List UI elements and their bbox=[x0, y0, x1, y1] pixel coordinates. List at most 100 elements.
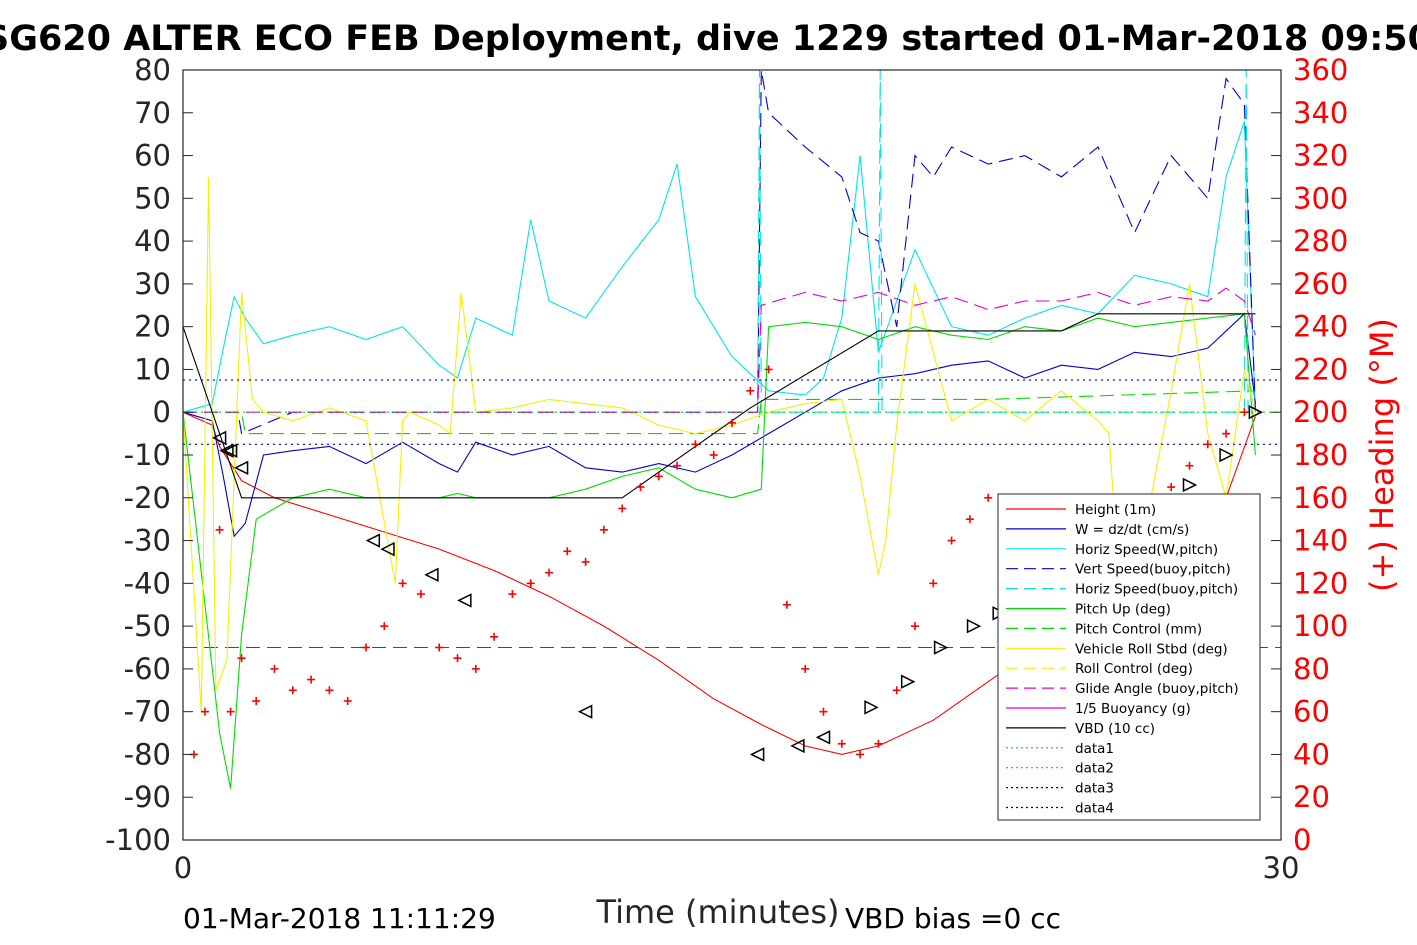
left-tick-label: 60 bbox=[134, 139, 171, 173]
depth-marker bbox=[222, 443, 238, 458]
x-axis-label: Time (minutes) bbox=[596, 893, 840, 931]
depth-marker bbox=[790, 738, 805, 754]
right-tick-label: 280 bbox=[1293, 224, 1348, 258]
legend-label: Height (1m) bbox=[1075, 502, 1156, 518]
left-tick-label: -90 bbox=[124, 780, 171, 814]
right-tick-label: 360 bbox=[1293, 53, 1348, 87]
legend-label: Horiz Speed(buoy,pitch) bbox=[1075, 582, 1238, 598]
heading-point bbox=[362, 643, 370, 652]
heading-point bbox=[1185, 461, 1194, 470]
right-tick-label: 180 bbox=[1293, 438, 1348, 472]
right-tick-label: 240 bbox=[1293, 310, 1348, 344]
footer-vbd-bias: VBD bias =0 cc bbox=[845, 902, 1061, 935]
series-vehicle-roll-stbd-deg bbox=[182, 176, 1256, 712]
heading-point bbox=[215, 525, 224, 534]
right-tick-label: 120 bbox=[1293, 566, 1348, 600]
heading-point bbox=[1240, 408, 1249, 417]
right-tick-label: 60 bbox=[1293, 695, 1330, 729]
legend-label: 1/5 Buoyancy (g) bbox=[1075, 701, 1191, 717]
legend-label: data1 bbox=[1075, 741, 1114, 757]
heading-point bbox=[252, 696, 261, 705]
right-tick-label: 260 bbox=[1293, 267, 1348, 301]
heading-point bbox=[380, 622, 389, 631]
left-tick-label: -100 bbox=[105, 823, 171, 857]
legend-entry-pitch-control-mm: Pitch Control (mm) bbox=[1006, 621, 1202, 637]
series-pitch-control-mm bbox=[183, 390, 1256, 435]
heading-point bbox=[618, 504, 627, 513]
legend-entry-vbd-10-cc: VBD (10 cc) bbox=[1006, 721, 1155, 737]
heading-point bbox=[709, 451, 718, 459]
left-tick-label: 30 bbox=[134, 267, 171, 301]
legend-label: Horiz Speed(W,pitch) bbox=[1075, 542, 1218, 558]
heading-point bbox=[673, 461, 682, 470]
right-tick-label: 100 bbox=[1293, 609, 1348, 643]
right-tick-label: 20 bbox=[1293, 780, 1330, 814]
legend-entry-glide-angle-buoy-pitch: Glide Angle (buoy,pitch) bbox=[1006, 681, 1239, 697]
heading-point bbox=[856, 750, 865, 759]
legend-label: Glide Angle (buoy,pitch) bbox=[1075, 681, 1239, 697]
legend-label: Pitch Control (mm) bbox=[1075, 621, 1202, 637]
heading-point bbox=[435, 643, 444, 652]
depth-marker bbox=[933, 640, 949, 655]
heading-point bbox=[288, 686, 297, 695]
x-axis-ticks: 0 30 bbox=[174, 830, 1300, 885]
heading-point bbox=[270, 664, 279, 673]
left-tick-label: -40 bbox=[124, 566, 171, 600]
left-axis-ticks: 80 70 60 50 40 30 20 10 0 -10 -20 -30 -40 -50 -60 -70 -8… bbox=[105, 53, 193, 857]
heading-point bbox=[343, 696, 352, 705]
legend-entry-w-dz-dt-cm-s: W = dz/dt (cm/s) bbox=[1006, 522, 1189, 538]
right-tick-label: 80 bbox=[1293, 652, 1330, 686]
depth-marker bbox=[211, 430, 227, 446]
depth-marker bbox=[1219, 447, 1234, 463]
heading-point bbox=[874, 739, 883, 748]
heading-point bbox=[782, 600, 791, 609]
left-tick-label: 10 bbox=[134, 352, 171, 386]
left-tick-label: -10 bbox=[124, 438, 171, 472]
heading-point bbox=[237, 654, 246, 663]
legend-entry-data1: data1 bbox=[1006, 741, 1114, 757]
depth-marker bbox=[749, 747, 765, 762]
legend-label: data4 bbox=[1075, 801, 1114, 817]
heading-point bbox=[801, 664, 810, 673]
heading-point bbox=[691, 440, 700, 449]
legend-entry-data4: data4 bbox=[1006, 801, 1114, 817]
depth-marker bbox=[1248, 405, 1264, 420]
x-tick-label: 30 bbox=[1263, 851, 1300, 885]
heading-point bbox=[545, 568, 553, 577]
left-tick-label: 70 bbox=[134, 96, 171, 130]
heading-point bbox=[325, 686, 334, 695]
depth-marker bbox=[864, 700, 879, 715]
heading-point bbox=[819, 707, 828, 716]
legend-entry-1-5-buoyancy-g: 1/5 Buoyancy (g) bbox=[1006, 701, 1191, 717]
depth-marker bbox=[966, 618, 982, 634]
heading-point bbox=[947, 536, 956, 545]
legend-label: Vert Speed(buoy,pitch) bbox=[1075, 562, 1231, 578]
left-tick-label: 40 bbox=[134, 224, 171, 258]
depth-marker bbox=[815, 730, 831, 745]
heading-point bbox=[654, 472, 663, 481]
x-tick-label: 0 bbox=[174, 851, 192, 885]
depth-marker bbox=[900, 674, 916, 689]
heading-point bbox=[416, 590, 425, 599]
legend-entry-data3: data3 bbox=[1006, 781, 1114, 797]
depth-marker bbox=[365, 533, 381, 548]
series-horiz-speed-w-pitch bbox=[182, 121, 1256, 413]
right-axis-ticks: 3603403203002802602402202001801601401201… bbox=[1271, 53, 1348, 857]
left-tick-label: 20 bbox=[134, 310, 171, 344]
heading-point bbox=[984, 493, 993, 502]
heading-point bbox=[398, 579, 407, 588]
series-glide-angle-buoy-pitch bbox=[183, 287, 1256, 413]
right-tick-label: 140 bbox=[1293, 524, 1348, 558]
chart-title: SG620 ALTER ECO FEB Deployment, dive 122… bbox=[0, 19, 1417, 59]
heading-point bbox=[1203, 440, 1212, 449]
heading-point bbox=[764, 365, 773, 374]
series-vbd-10-cc bbox=[182, 313, 1256, 499]
left-tick-label: -20 bbox=[124, 481, 171, 515]
depth-marker bbox=[577, 704, 593, 719]
heading-point bbox=[728, 418, 736, 427]
footer-timestamp: 01-Mar-2018 11:11:29 bbox=[183, 902, 496, 935]
left-tick-label: -60 bbox=[124, 652, 171, 686]
heading-point bbox=[1167, 483, 1176, 492]
legend-entry-vert-speed-buoy-pitch: Vert Speed(buoy,pitch) bbox=[1006, 562, 1231, 578]
